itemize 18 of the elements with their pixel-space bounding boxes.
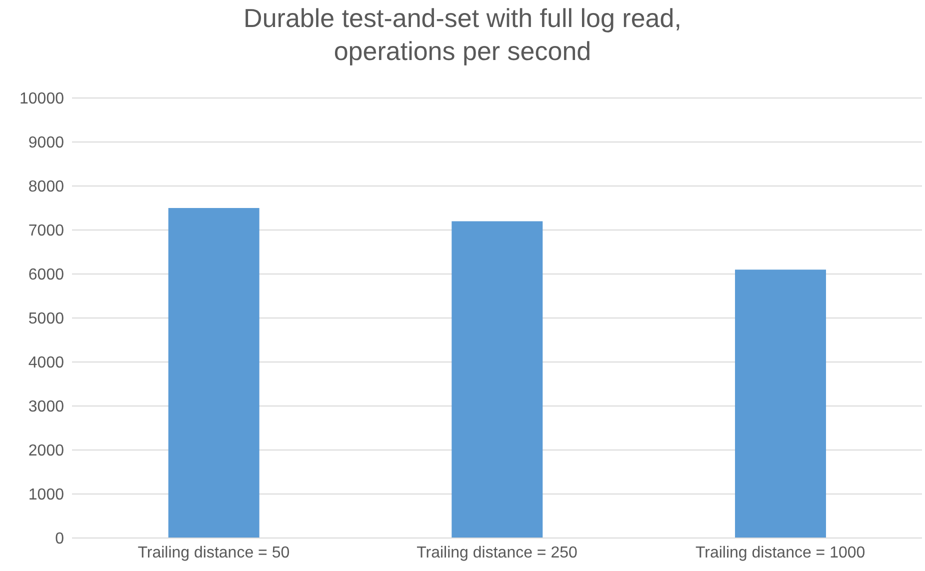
x-tick-label: Trailing distance = 1000 — [695, 544, 866, 562]
bar — [452, 221, 543, 538]
y-tick-label: 10000 — [20, 90, 64, 108]
y-tick-label: 8000 — [28, 178, 64, 196]
y-tick-label: 0 — [55, 530, 64, 548]
y-tick-label: 3000 — [28, 398, 64, 416]
y-tick-label: 4000 — [28, 354, 64, 372]
bar — [735, 270, 826, 538]
y-tick-label: 6000 — [28, 266, 64, 284]
y-tick-label: 7000 — [28, 222, 64, 240]
y-tick-label: 2000 — [28, 442, 64, 460]
x-tick-label: Trailing distance = 50 — [138, 544, 290, 562]
y-tick-label: 9000 — [28, 134, 64, 152]
chart-title: Durable test-and-set with full log read, operations per second — [242, 2, 682, 68]
y-tick-label: 5000 — [28, 310, 64, 328]
bar — [168, 208, 260, 538]
y-tick-label: 1000 — [28, 486, 64, 504]
x-tick-label: Trailing distance = 250 — [416, 544, 578, 562]
